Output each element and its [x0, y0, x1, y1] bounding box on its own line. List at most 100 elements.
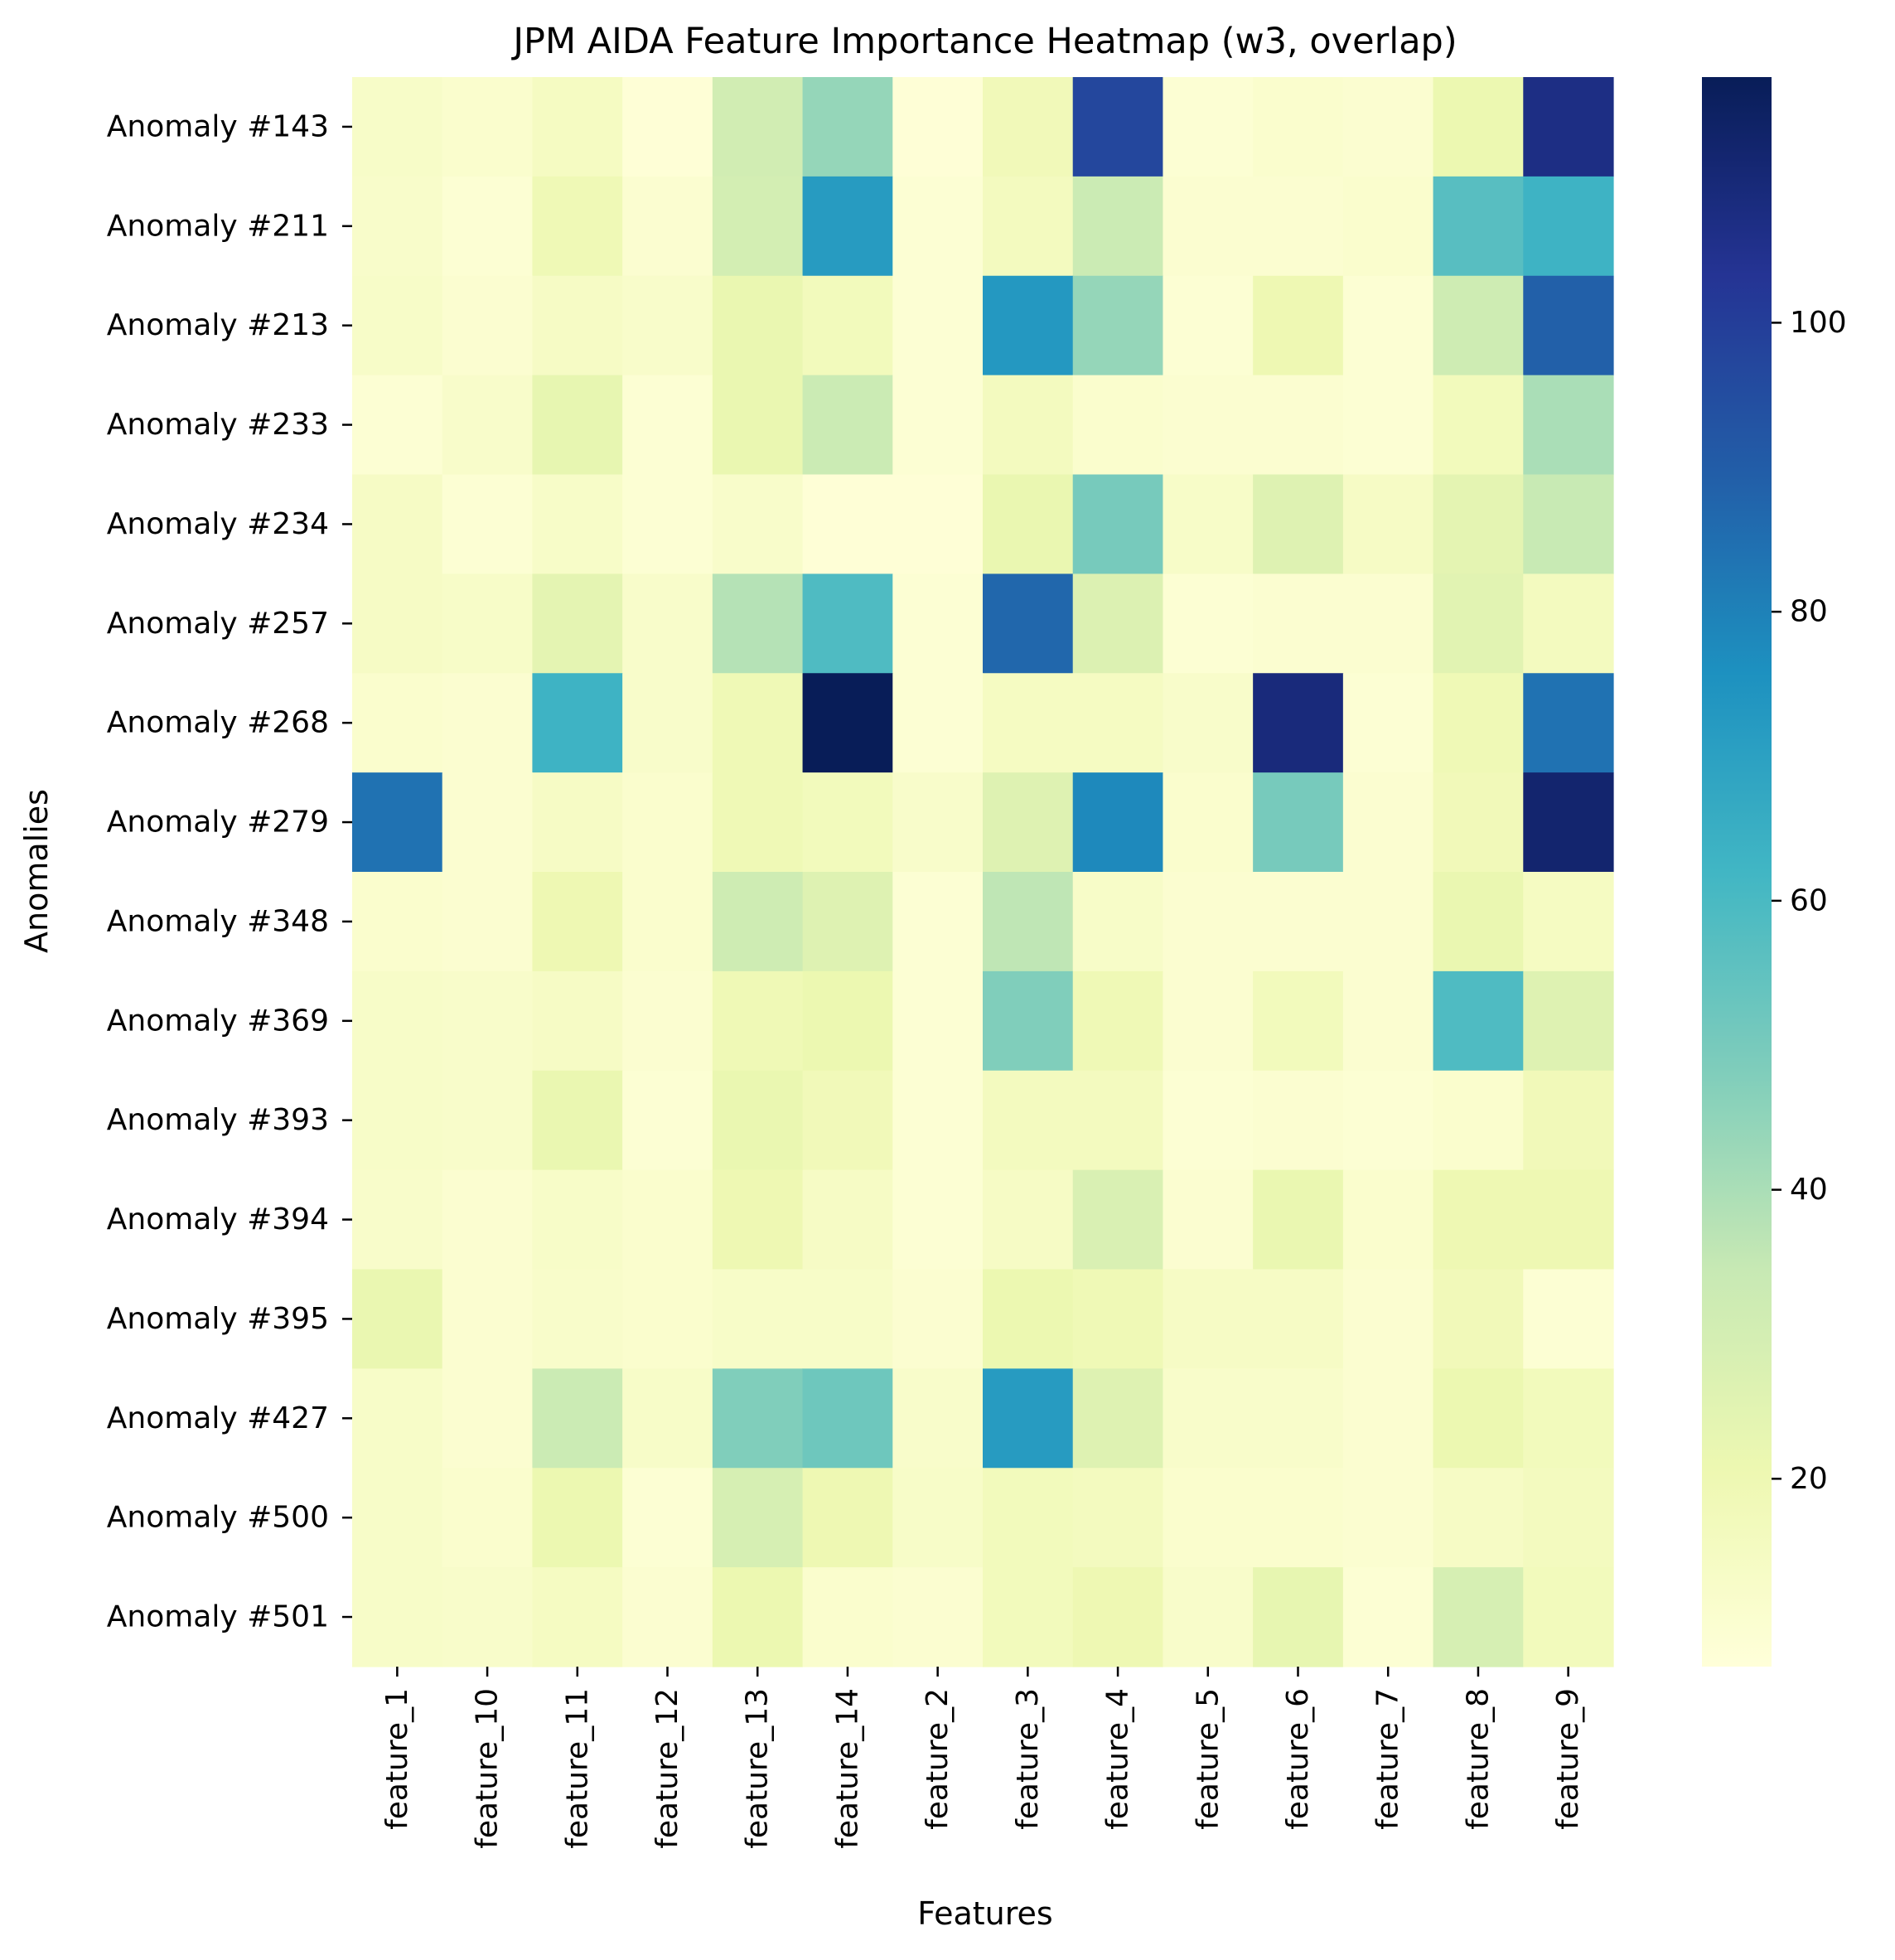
heatmap-cell: [1072, 275, 1164, 376]
heatmap-cell: [1253, 1567, 1344, 1667]
heatmap-cell: [622, 77, 713, 177]
heatmap-cell: [622, 1567, 713, 1667]
colorbar-ticks: 20 40 60 80 100: [1772, 306, 1847, 1496]
heatmap-cell: [1433, 673, 1524, 773]
heatmap-cell: [1433, 375, 1524, 476]
heatmap-cell: [442, 1070, 534, 1171]
y-tick-label: Anomaly #427: [107, 1401, 329, 1435]
heatmap-cell: [352, 1269, 443, 1369]
heatmap-cell: [1072, 77, 1164, 177]
heatmap-cell: [532, 772, 623, 873]
heatmap-cell: [1342, 573, 1434, 674]
heatmap-cell: [532, 673, 623, 773]
heatmap-cell: [1523, 573, 1614, 674]
heatmap-cell: [712, 673, 804, 773]
x-tick-label: feature_13: [741, 1688, 775, 1849]
heatmap-cell: [532, 77, 623, 177]
heatmap-cell: [532, 1169, 623, 1270]
heatmap-cell: [1253, 1070, 1344, 1171]
x-tick-label: feature_2: [921, 1688, 955, 1830]
heatmap-cell: [1072, 474, 1164, 574]
y-tick-label: Anomaly #501: [107, 1600, 329, 1634]
heatmap-cell: [892, 1468, 984, 1568]
y-tick-label: Anomaly #500: [107, 1501, 329, 1535]
heatmap-cell: [1253, 77, 1344, 177]
heatmap-cell: [1433, 1070, 1524, 1171]
heatmap-cell: [442, 1269, 534, 1369]
heatmap-cell: [1523, 772, 1614, 873]
heatmap-cell: [802, 1468, 893, 1568]
heatmap-cell: [983, 1368, 1074, 1469]
heatmap-cell: [352, 176, 443, 277]
x-tick-label: feature_3: [1011, 1688, 1045, 1830]
y-axis-title: Anomalies: [18, 789, 55, 953]
colorbar: [1702, 77, 1772, 1667]
heatmap-cell: [712, 1567, 804, 1667]
heatmap-cell: [1523, 872, 1614, 972]
heatmap-cell: [1433, 1567, 1524, 1667]
colorbar-tick-label: 100: [1790, 306, 1847, 340]
heatmap-cell: [532, 176, 623, 277]
heatmap-cell: [802, 1368, 893, 1469]
heatmap-cell: [1342, 772, 1434, 873]
heatmap-cell: [622, 673, 713, 773]
heatmap-cell: [1523, 673, 1614, 773]
heatmap-cell: [1163, 176, 1254, 277]
heatmap-cell: [1253, 1368, 1344, 1469]
heatmap-cell: [712, 474, 804, 574]
heatmap-cell: [1433, 474, 1524, 574]
heatmap-cell: [1523, 1070, 1614, 1171]
heatmap-cell: [983, 673, 1074, 773]
x-axis-title: Features: [917, 1895, 1052, 1932]
heatmap-cell: [802, 474, 893, 574]
heatmap-cell: [1072, 772, 1164, 873]
heatmap-cell: [1253, 573, 1344, 674]
heatmap-cell: [1523, 970, 1614, 1072]
heatmap-cell: [1072, 1567, 1164, 1667]
y-axis-ticks: Anomaly #143 Anomaly #211 Anomaly #213 Anom…: [107, 109, 352, 1634]
heatmap-cell: [442, 1567, 534, 1667]
heatmap-cell: [1163, 77, 1254, 177]
heatmap-cell: [352, 673, 443, 773]
heatmap-cell: [352, 1567, 443, 1667]
heatmap-cell: [892, 375, 984, 476]
heatmap-cell: [622, 474, 713, 574]
heatmap-cell: [1523, 1169, 1614, 1270]
heatmap-cell: [1433, 1468, 1524, 1568]
heatmap-cell: [1072, 1368, 1164, 1469]
heatmap-cell: [983, 872, 1074, 972]
heatmap-cell: [892, 970, 984, 1072]
y-tick-label: Anomaly #213: [107, 308, 329, 342]
heatmap-cell: [712, 970, 804, 1072]
heatmap-cell: [1523, 176, 1614, 277]
y-tick-label: Anomaly #348: [107, 904, 329, 938]
heatmap-cell: [442, 375, 534, 476]
heatmap-cell: [352, 375, 443, 476]
heatmap-cell: [442, 872, 534, 972]
heatmap-cell: [532, 375, 623, 476]
heatmap-cell: [983, 474, 1074, 574]
heatmap-cell: [892, 673, 984, 773]
heatmap-cell: [1072, 673, 1164, 773]
heatmap-cell: [983, 573, 1074, 674]
heatmap-cell: [1253, 1269, 1344, 1369]
heatmap-cell: [983, 1070, 1074, 1171]
heatmap-cell: [1253, 1169, 1344, 1270]
x-tick-label: feature_10: [471, 1688, 505, 1849]
heatmap-cell: [892, 77, 984, 177]
heatmap-cell: [1072, 872, 1164, 972]
heatmap-cell: [1163, 375, 1254, 476]
heatmap-cell: [712, 573, 804, 674]
y-tick-label: Anomaly #211: [107, 209, 329, 243]
heatmap-cell: [1523, 375, 1614, 476]
heatmap-cell: [983, 176, 1074, 277]
heatmap-cell: [1433, 176, 1524, 277]
heatmap-cell: [802, 872, 893, 972]
heatmap-cell: [532, 1567, 623, 1667]
heatmap-cell: [442, 1468, 534, 1568]
heatmap-cell: [1253, 474, 1344, 574]
heatmap-cell: [983, 275, 1074, 376]
heatmap-cell: [442, 573, 534, 674]
heatmap-cell: [1072, 1070, 1164, 1171]
heatmap-cell: [712, 872, 804, 972]
